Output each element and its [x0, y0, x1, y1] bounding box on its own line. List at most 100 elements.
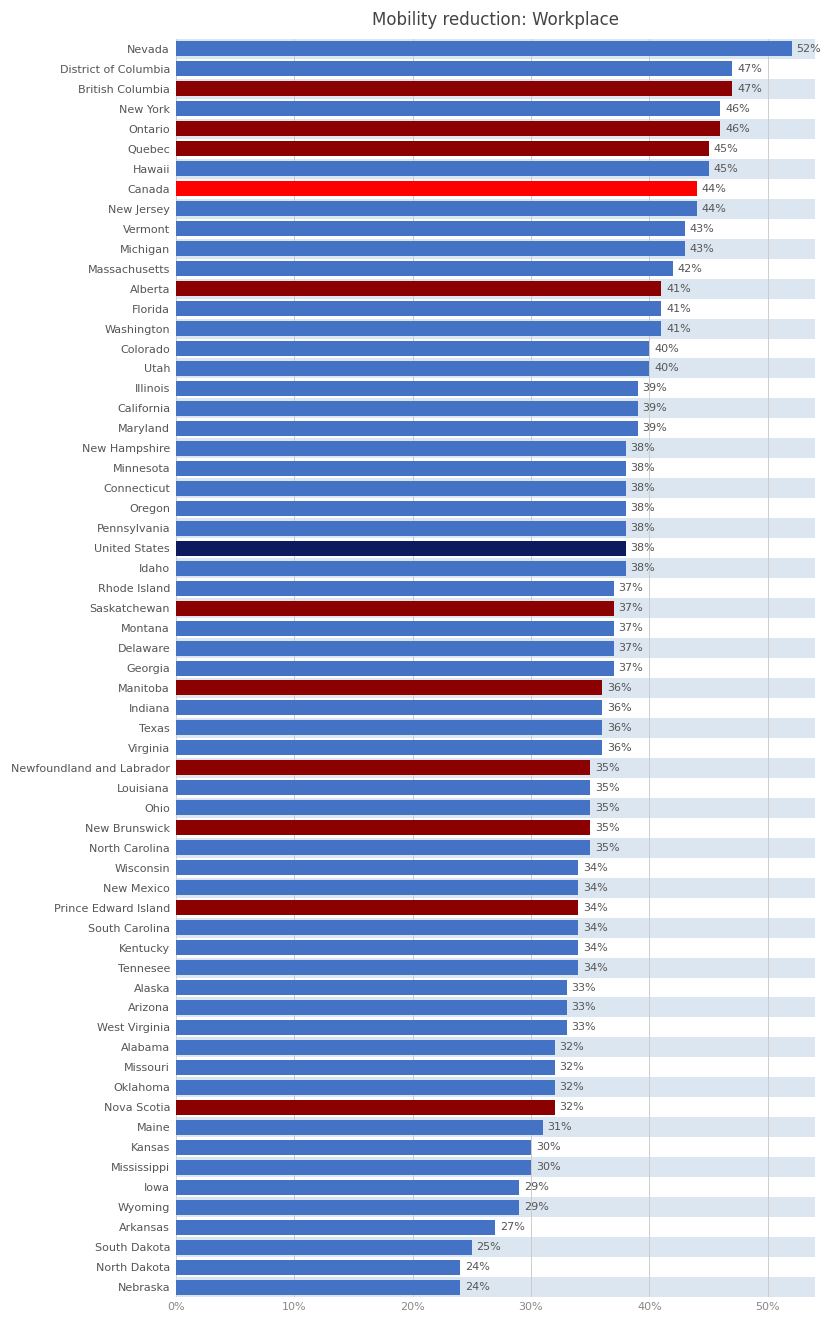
Bar	[176, 798, 815, 818]
Text: 27%: 27%	[500, 1222, 525, 1232]
Bar	[176, 778, 815, 798]
Bar	[176, 840, 590, 855]
Bar	[176, 1037, 815, 1057]
Bar	[176, 479, 815, 499]
Bar	[176, 1217, 815, 1237]
Bar	[176, 441, 626, 456]
Bar	[176, 499, 815, 519]
Bar	[176, 718, 815, 738]
Text: 34%: 34%	[583, 882, 608, 893]
Bar	[176, 897, 815, 918]
Text: 29%: 29%	[524, 1183, 549, 1192]
Text: 24%: 24%	[464, 1282, 489, 1293]
Bar	[176, 880, 578, 896]
Text: 46%: 46%	[726, 124, 750, 134]
Bar	[176, 60, 815, 79]
Bar	[176, 581, 614, 595]
Text: 38%: 38%	[631, 483, 656, 493]
Bar	[176, 1057, 815, 1077]
Bar	[176, 359, 815, 378]
Text: 52%: 52%	[796, 44, 821, 54]
Bar	[176, 938, 815, 958]
Text: 38%: 38%	[631, 544, 656, 553]
Bar	[176, 978, 815, 998]
Text: 47%: 47%	[737, 64, 762, 74]
Text: 41%: 41%	[666, 324, 691, 333]
Bar	[176, 1259, 460, 1274]
Text: 29%: 29%	[524, 1203, 549, 1212]
Bar	[176, 837, 815, 857]
Text: 34%: 34%	[583, 922, 608, 933]
Bar	[176, 660, 614, 676]
Bar	[176, 61, 732, 77]
Text: 43%: 43%	[690, 243, 715, 254]
Bar	[176, 998, 815, 1017]
Bar	[176, 179, 815, 198]
Bar	[176, 38, 815, 60]
Bar	[176, 119, 815, 139]
Bar	[176, 99, 815, 119]
Bar	[176, 1237, 815, 1257]
Text: 39%: 39%	[642, 404, 667, 413]
Bar	[176, 261, 673, 277]
Bar	[176, 699, 815, 718]
Bar	[176, 1257, 815, 1277]
Text: 32%: 32%	[559, 1043, 584, 1052]
Bar	[176, 758, 815, 778]
Bar	[176, 761, 590, 775]
Bar	[176, 538, 815, 558]
Bar	[176, 280, 661, 296]
Text: 30%: 30%	[536, 1142, 560, 1152]
Bar	[176, 820, 590, 835]
Text: 31%: 31%	[547, 1122, 572, 1132]
Text: 36%: 36%	[607, 722, 631, 733]
Text: 30%: 30%	[536, 1162, 560, 1172]
Bar	[176, 221, 685, 237]
Text: 32%: 32%	[559, 1082, 584, 1093]
Text: 42%: 42%	[678, 263, 703, 274]
Bar	[176, 341, 650, 356]
Text: 43%: 43%	[690, 224, 715, 234]
Bar	[176, 198, 815, 218]
Bar	[176, 79, 815, 99]
Bar	[176, 1119, 542, 1135]
Text: 40%: 40%	[654, 364, 679, 373]
Bar	[176, 519, 815, 538]
Bar	[176, 800, 590, 815]
Bar	[176, 460, 626, 476]
Text: 37%: 37%	[619, 603, 643, 613]
Bar	[176, 1279, 460, 1294]
Bar	[176, 398, 815, 418]
Bar	[176, 458, 815, 479]
Bar	[176, 259, 815, 279]
Bar	[176, 299, 815, 319]
Bar	[176, 1197, 815, 1217]
Bar	[176, 980, 567, 995]
Bar	[176, 381, 637, 396]
Text: 35%: 35%	[595, 823, 620, 832]
Bar	[176, 1177, 815, 1197]
Bar	[176, 418, 815, 438]
Bar	[176, 818, 815, 837]
Text: 46%: 46%	[726, 105, 750, 114]
Bar	[176, 941, 578, 955]
Bar	[176, 541, 626, 556]
Bar	[176, 279, 815, 299]
Text: 47%: 47%	[737, 83, 762, 94]
Bar	[176, 1220, 495, 1234]
Bar	[176, 958, 815, 978]
Text: 37%: 37%	[619, 663, 643, 673]
Text: 41%: 41%	[666, 303, 691, 314]
Bar	[176, 218, 815, 238]
Text: 32%: 32%	[559, 1062, 584, 1073]
Bar	[176, 1158, 815, 1177]
Bar	[176, 339, 815, 359]
Bar	[176, 1138, 815, 1158]
Bar	[176, 181, 697, 196]
Bar	[176, 361, 650, 376]
Bar	[176, 960, 578, 975]
Bar	[176, 302, 661, 316]
Bar	[176, 738, 815, 758]
Text: 38%: 38%	[631, 523, 656, 533]
Bar	[176, 680, 602, 696]
